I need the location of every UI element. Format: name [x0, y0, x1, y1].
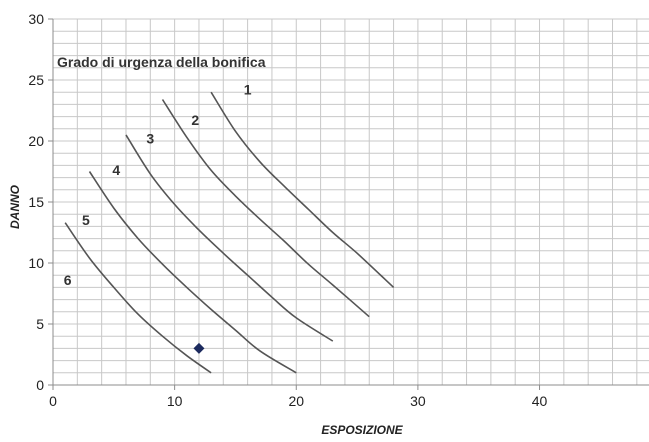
- markers: [193, 342, 205, 354]
- urgency-curve-3: [125, 134, 334, 342]
- urgency-curve-5: [64, 222, 212, 374]
- y-axis-label: DANNO: [8, 184, 22, 229]
- x-tick-labels: 0 10 20 30 40: [49, 393, 547, 409]
- y-tick-label: 0: [36, 377, 44, 393]
- curves: [64, 91, 395, 374]
- curve-labels: 1 2 3 4 5 6: [64, 82, 252, 288]
- urgency-curve-1: [210, 91, 395, 288]
- curve-label-5: 5: [82, 212, 90, 228]
- y-tick-labels: 0 5 10 15 20 25 30: [28, 11, 44, 393]
- urgency-curve-4: [88, 171, 297, 374]
- x-tick-label: 10: [167, 393, 183, 409]
- y-tick-label: 30: [28, 11, 44, 27]
- x-tick-label: 20: [288, 393, 304, 409]
- data-point-marker: [193, 342, 205, 354]
- y-tick-label: 20: [28, 133, 44, 149]
- curve-label-2: 2: [191, 112, 199, 128]
- curve-label-3: 3: [146, 130, 154, 146]
- curve-label-4: 4: [112, 162, 120, 178]
- y-tick-label: 25: [28, 72, 44, 88]
- minor-grid: [53, 19, 649, 385]
- axes: [48, 18, 649, 390]
- chart-title: Grado di urgenza della bonifica: [57, 54, 266, 70]
- curve-label-1: 1: [244, 82, 252, 98]
- y-tick-label: 5: [36, 316, 44, 332]
- y-tick-label: 10: [28, 255, 44, 271]
- y-tick-label: 15: [28, 194, 44, 210]
- x-tick-label: 0: [49, 393, 57, 409]
- urgency-curve-2: [161, 99, 370, 318]
- x-axis-label: ESPOSIZIONE: [321, 423, 403, 437]
- x-tick-label: 30: [410, 393, 426, 409]
- curve-label-6: 6: [64, 272, 72, 288]
- x-tick-label: 40: [532, 393, 548, 409]
